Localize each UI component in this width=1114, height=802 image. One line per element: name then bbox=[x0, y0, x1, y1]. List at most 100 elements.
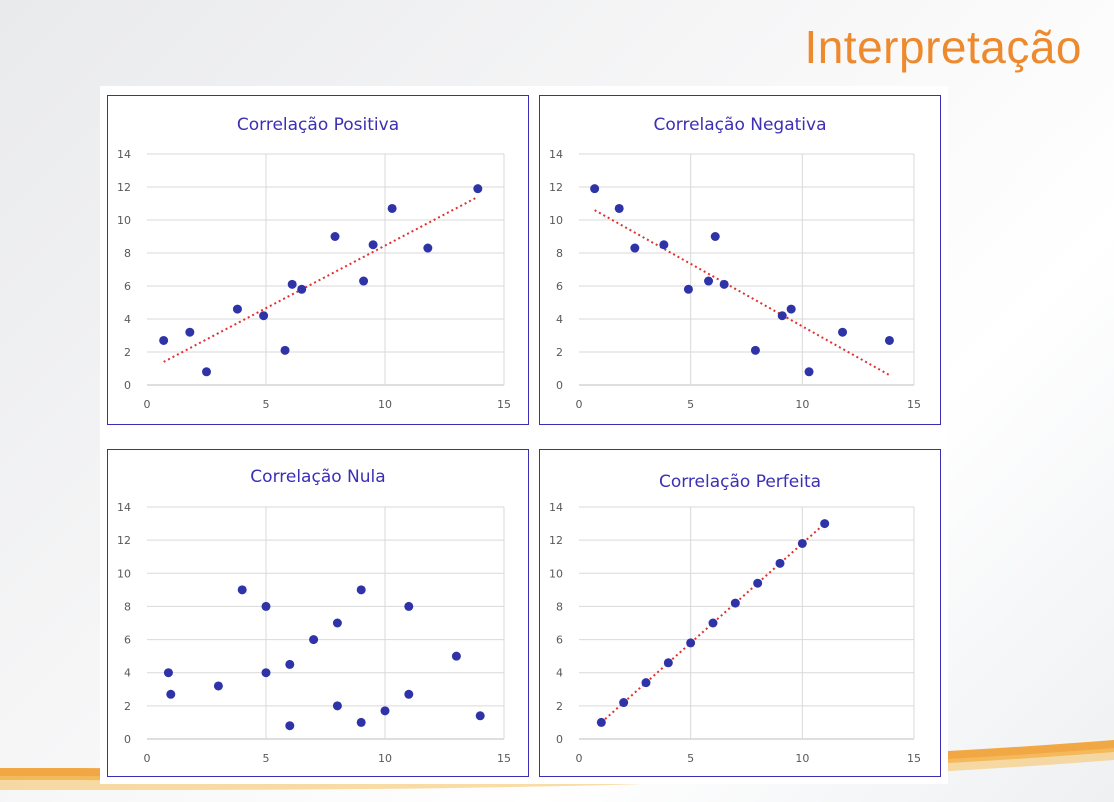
y-tick-label: 6 bbox=[556, 280, 563, 293]
y-tick-label: 8 bbox=[556, 247, 563, 260]
data-point bbox=[330, 232, 340, 241]
data-point bbox=[473, 184, 483, 194]
x-tick-label: 10 bbox=[378, 752, 392, 765]
y-tick-label: 0 bbox=[124, 379, 131, 392]
chart-positive-correlation: Correlação Positiva 0 2 4 6 8 10 12 14 0 5 10 15 bbox=[107, 95, 529, 425]
y-tick-label: 10 bbox=[549, 214, 563, 227]
x-tick-label: 15 bbox=[497, 752, 511, 765]
data-point bbox=[202, 367, 211, 377]
data-point bbox=[404, 601, 414, 611]
x-tick-label: 10 bbox=[378, 398, 392, 411]
data-point bbox=[730, 598, 740, 608]
chart-null-correlation: Correlação Nula 0 2 4 6 8 10 12 14 0 5 10 15 bbox=[107, 449, 529, 777]
y-tick-label: 8 bbox=[556, 600, 563, 613]
y-tick-label: 12 bbox=[549, 534, 563, 547]
data-point bbox=[686, 638, 696, 648]
data-point bbox=[884, 335, 894, 345]
y-tick-label: 2 bbox=[124, 700, 131, 713]
y-tick-label: 6 bbox=[124, 634, 131, 647]
y-tick-label: 12 bbox=[549, 181, 563, 194]
data-point bbox=[163, 668, 173, 678]
data-point bbox=[259, 311, 269, 321]
data-point bbox=[237, 585, 247, 595]
y-tick-label: 14 bbox=[117, 148, 131, 161]
data-point bbox=[368, 240, 378, 250]
data-point bbox=[753, 578, 763, 588]
chart-title: Correlação Negativa bbox=[654, 115, 827, 135]
data-point bbox=[804, 367, 814, 377]
y-tick-label: 4 bbox=[556, 667, 563, 680]
x-tick-label: 15 bbox=[907, 752, 921, 765]
data-point bbox=[356, 585, 366, 595]
data-point bbox=[641, 678, 651, 688]
data-point bbox=[185, 327, 195, 337]
x-tick-label: 0 bbox=[576, 752, 583, 765]
y-tick-label: 14 bbox=[549, 148, 563, 161]
data-point bbox=[423, 243, 433, 253]
data-point bbox=[332, 618, 342, 628]
x-tick-label: 5 bbox=[687, 752, 694, 765]
data-point bbox=[280, 345, 290, 355]
y-tick-label: 14 bbox=[549, 501, 563, 514]
x-tick-label: 15 bbox=[907, 398, 921, 411]
x-tick-label: 10 bbox=[795, 752, 809, 765]
data-point bbox=[596, 717, 606, 727]
chart-frame bbox=[107, 449, 529, 777]
x-tick-label: 15 bbox=[497, 398, 511, 411]
data-point bbox=[708, 618, 718, 628]
x-tick-label: 5 bbox=[263, 752, 270, 765]
x-tick-label: 0 bbox=[144, 752, 151, 765]
data-point bbox=[659, 240, 669, 250]
data-point bbox=[166, 689, 176, 699]
x-tick-label: 5 bbox=[687, 398, 694, 411]
data-point bbox=[380, 706, 390, 716]
y-tick-label: 0 bbox=[556, 379, 563, 392]
y-tick-label: 2 bbox=[556, 346, 563, 359]
data-point bbox=[285, 659, 295, 669]
data-point bbox=[285, 721, 295, 731]
data-point bbox=[159, 335, 169, 345]
data-point bbox=[838, 327, 848, 337]
data-point bbox=[356, 717, 366, 727]
y-tick-label: 4 bbox=[124, 313, 131, 326]
data-point bbox=[404, 689, 414, 699]
data-point bbox=[261, 601, 271, 611]
chart-title: Correlação Positiva bbox=[237, 115, 399, 135]
y-tick-label: 2 bbox=[124, 346, 131, 359]
data-point bbox=[387, 203, 397, 213]
chart-perfect-correlation: Correlação Perfeita 0 2 4 6 8 10 12 14 0 5 10 15 bbox=[539, 449, 941, 777]
chart-frame bbox=[539, 449, 941, 777]
y-tick-label: 6 bbox=[124, 280, 131, 293]
data-point bbox=[451, 651, 461, 661]
data-point bbox=[332, 701, 342, 711]
y-tick-label: 8 bbox=[124, 247, 131, 260]
data-point bbox=[683, 284, 693, 294]
data-point bbox=[287, 279, 297, 289]
data-point bbox=[619, 698, 629, 708]
data-point bbox=[309, 635, 319, 645]
x-tick-label: 5 bbox=[263, 398, 270, 411]
data-point bbox=[475, 711, 485, 721]
y-tick-label: 12 bbox=[117, 534, 131, 547]
trendline bbox=[594, 209, 890, 376]
y-tick-label: 12 bbox=[117, 181, 131, 194]
chart-frame bbox=[539, 95, 941, 425]
chart-title: Correlação Nula bbox=[250, 467, 385, 487]
y-tick-label: 8 bbox=[124, 600, 131, 613]
slide-title: Interpretação bbox=[804, 21, 1082, 73]
y-tick-label: 10 bbox=[117, 214, 131, 227]
data-point bbox=[704, 276, 714, 286]
data-point bbox=[213, 681, 223, 691]
data-point bbox=[297, 284, 307, 294]
y-tick-label: 14 bbox=[117, 501, 131, 514]
data-point bbox=[232, 304, 242, 314]
y-tick-label: 0 bbox=[124, 733, 131, 746]
trendline bbox=[163, 196, 479, 363]
data-point bbox=[261, 668, 271, 678]
data-point bbox=[719, 279, 729, 289]
data-point bbox=[614, 203, 624, 213]
chart-frame bbox=[107, 95, 529, 425]
y-tick-label: 10 bbox=[549, 567, 563, 580]
data-point bbox=[797, 538, 807, 548]
y-tick-label: 2 bbox=[556, 700, 563, 713]
